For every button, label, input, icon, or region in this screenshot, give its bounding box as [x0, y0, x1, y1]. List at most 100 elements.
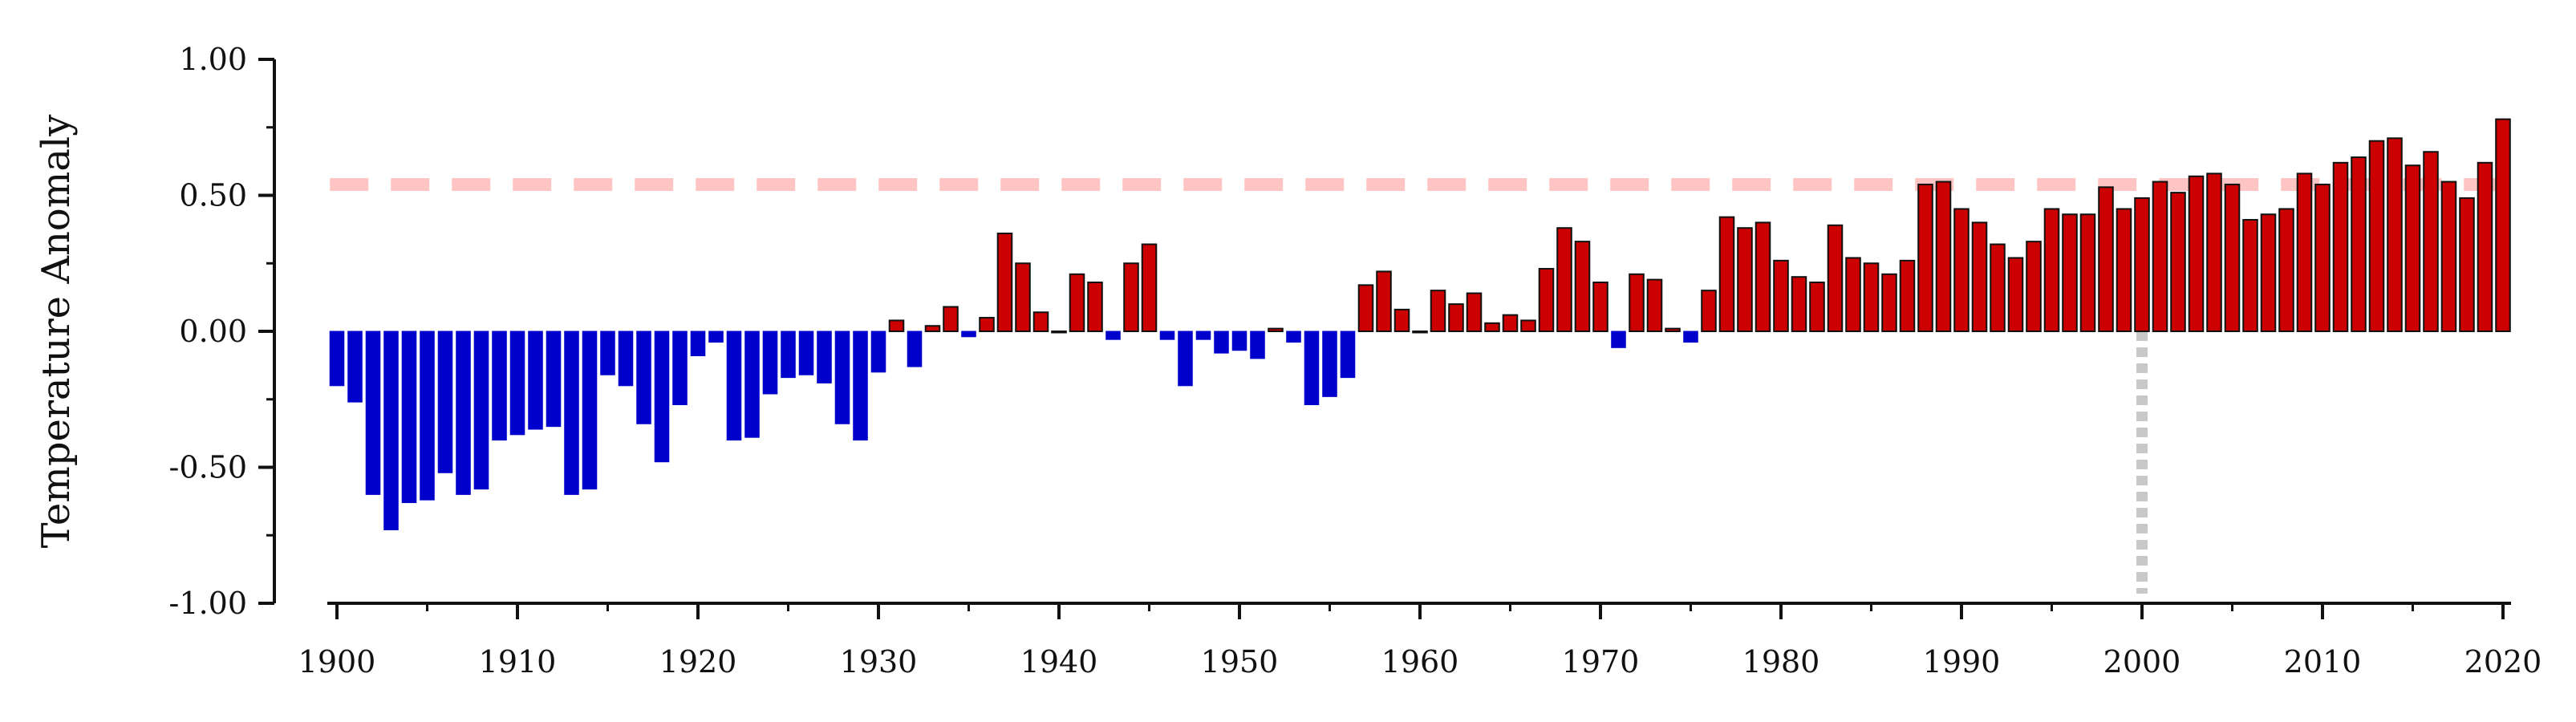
- reference-lines: [330, 177, 2510, 594]
- anomaly-bar: [1899, 259, 1916, 332]
- x-tick-label: 1990: [1923, 644, 2001, 679]
- anomaly-bar: [817, 331, 832, 383]
- anomaly-bar: [1574, 241, 1591, 333]
- anomaly-bar: [1917, 183, 1933, 332]
- anomaly-bar: [1665, 327, 1681, 332]
- anomaly-bar: [907, 331, 923, 367]
- anomaly-bar: [2079, 213, 2096, 333]
- anomaly-bar: [1340, 331, 1356, 379]
- anomaly-bar: [2242, 219, 2258, 333]
- anomaly-bar: [473, 331, 489, 490]
- anomaly-bar: [924, 325, 941, 333]
- anomaly-bar: [2188, 175, 2205, 332]
- anomaly-bar: [1863, 262, 1880, 332]
- x-tick-label: 2000: [2103, 644, 2181, 679]
- anomaly-bar: [1791, 276, 1807, 333]
- anomaly-bar: [2026, 241, 2042, 333]
- y-tick-label: -0.50: [169, 450, 247, 485]
- anomaly-bar: [2351, 156, 2367, 332]
- anomaly-bar: [347, 331, 363, 403]
- anomaly-bar: [672, 331, 688, 406]
- anomaly-bar: [1629, 273, 1645, 332]
- anomaly-bar: [1069, 273, 1085, 332]
- x-tick-label: 1950: [1201, 644, 1279, 679]
- anomaly-bar: [1268, 327, 1284, 332]
- x-tick-label: 1930: [840, 644, 918, 679]
- anomaly-bar: [1250, 331, 1265, 359]
- anomaly-bar: [708, 331, 724, 343]
- x-tick-label: 1910: [479, 644, 557, 679]
- anomaly-bar: [2170, 192, 2186, 332]
- anomaly-bar: [2387, 137, 2403, 332]
- anomaly-bar: [2495, 118, 2511, 333]
- x-tick-label: 1970: [1562, 644, 1640, 679]
- anomaly-bar: [401, 331, 417, 504]
- anomaly-bar: [1881, 273, 1897, 332]
- anomaly-bar: [492, 331, 507, 441]
- anomaly-bar: [726, 331, 742, 441]
- anomaly-bar: [2404, 164, 2421, 332]
- anomaly-bar: [1051, 331, 1067, 334]
- anomaly-bar: [654, 331, 670, 463]
- anomaly-bar: [1466, 292, 1483, 333]
- anomaly-bar: [690, 331, 706, 357]
- anomaly-bar: [1755, 221, 1771, 332]
- anomaly-bar: [1032, 311, 1049, 332]
- anomaly-bar: [2332, 161, 2349, 332]
- anomaly-bar: [1015, 262, 1031, 332]
- anomaly-bar: [1538, 268, 1555, 332]
- anomaly-bar: [1448, 303, 1464, 333]
- anomaly-bar: [636, 331, 651, 424]
- anomaly-bar: [365, 331, 381, 495]
- anomaly-bar: [2224, 183, 2241, 332]
- anomaly-bar: [2134, 197, 2150, 332]
- axis-ticks: 1.00 0.50 0.00 -0.50 -1.00 1900 1910 1920 1930 19…: [169, 42, 2542, 679]
- anomaly-bar: [888, 319, 905, 333]
- anomaly-bar: [1953, 208, 1970, 333]
- anomaly-bar: [1412, 331, 1428, 334]
- anomaly-bar: [1520, 319, 1536, 333]
- anomaly-bar: [582, 331, 598, 490]
- anomaly-bar: [2477, 161, 2493, 332]
- anomaly-bar: [1231, 331, 1247, 351]
- anomaly-bar: [2368, 140, 2385, 332]
- anomaly-bar: [2296, 172, 2313, 332]
- anomaly-bar: [1105, 331, 1121, 340]
- anomaly-bar: [1376, 270, 1392, 333]
- anomaly-bar: [1502, 314, 1519, 333]
- anomaly-bar: [943, 306, 959, 332]
- anomaly-bar: [979, 317, 995, 332]
- anomaly-bar: [456, 331, 471, 495]
- anomaly-bar: [2043, 208, 2060, 333]
- y-tick-label: 1.00: [179, 42, 247, 77]
- x-tick-label: 1960: [1381, 644, 1459, 679]
- anomaly-bar: [2152, 180, 2168, 332]
- anomaly-bar: [2459, 197, 2475, 332]
- anomaly-bar: [1718, 216, 1735, 332]
- anomaly-bar: [1322, 331, 1337, 397]
- anomaly-bar: [1304, 331, 1320, 406]
- anomaly-bar: [546, 331, 562, 428]
- y-tick-label: -1.00: [169, 586, 247, 621]
- anomaly-bar: [1141, 243, 1158, 332]
- x-tick-label: 1980: [1742, 644, 1820, 679]
- anomaly-bar: [1556, 227, 1572, 332]
- anomaly-bar: [437, 331, 453, 473]
- anomaly-bar: [528, 331, 543, 430]
- anomaly-bar: [1484, 322, 1500, 332]
- anomaly-bar: [1935, 180, 1952, 332]
- x-tick-label: 1920: [659, 644, 737, 679]
- anomaly-bar: [1845, 257, 1861, 332]
- anomaly-bar: [1990, 243, 2006, 332]
- anomaly-bar: [509, 331, 525, 436]
- anomaly-bar: [420, 331, 435, 501]
- anomaly-bar: [834, 331, 850, 424]
- anomaly-bar: [1214, 331, 1229, 354]
- anomaly-bar: [1123, 262, 1139, 332]
- anomaly-bar: [1809, 281, 1825, 333]
- anomaly-bar: [1087, 281, 1103, 333]
- anomaly-bar: [1430, 290, 1446, 332]
- anomaly-bar: [383, 331, 399, 530]
- anomaly-bar: [1592, 281, 1608, 333]
